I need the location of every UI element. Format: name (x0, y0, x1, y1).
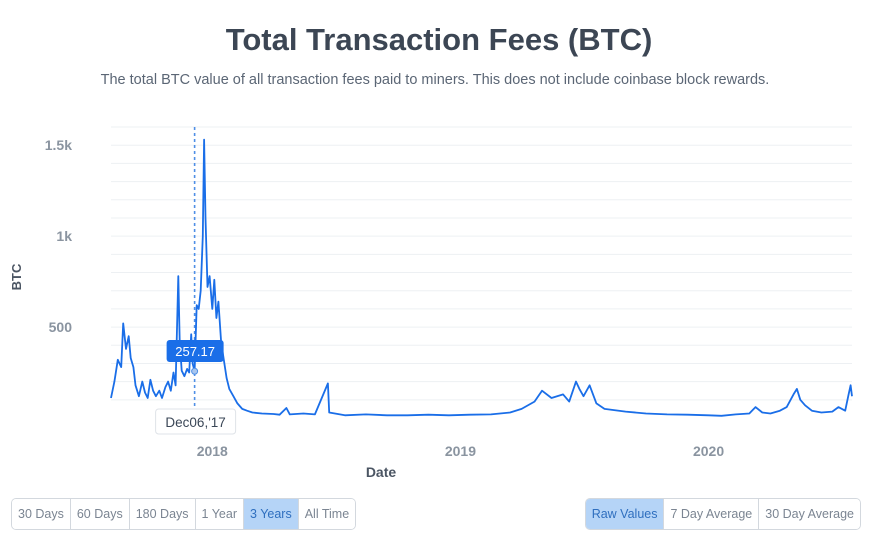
value-mode-selector: Raw Values 7 Day Average 30 Day Average (584, 498, 861, 530)
range-all-time-button[interactable]: All Time (298, 499, 356, 529)
x-axis-title: Date (366, 464, 397, 480)
date-tooltip-label: Dec06,'17 (165, 415, 225, 430)
mode-raw-values-button[interactable]: Raw Values (585, 499, 665, 529)
y-tick-label: 1k (56, 228, 72, 244)
y-tick-label: 1.5k (45, 137, 72, 153)
x-tick-label: 2019 (445, 443, 476, 459)
y-axis-title: BTC (9, 263, 24, 290)
value-tooltip-label: 257.17 (175, 344, 215, 359)
range-3-years-button[interactable]: 3 Years (244, 499, 299, 529)
hover-point (191, 367, 199, 375)
x-tick-label: 2018 (197, 443, 228, 459)
value-tooltip-box (166, 340, 224, 362)
page-title: Total Transaction Fees (BTC) (225, 22, 653, 57)
range-180-days-button[interactable]: 180 Days (129, 499, 196, 529)
x-tick-label: 2020 (693, 443, 724, 459)
date-tooltip-box (155, 408, 237, 435)
series-line (110, 138, 853, 417)
range-1-year-button[interactable]: 1 Year (195, 499, 244, 529)
time-range-selector: 30 Days 60 Days 180 Days 1 Year 3 Years … (11, 498, 357, 530)
y-tick-label: 500 (49, 319, 73, 335)
mode-30-day-average-button[interactable]: 30 Day Average (759, 499, 860, 529)
fees-line-chart[interactable]: 500 1k 1.5k 2018 2019 2020 Date BTC 257.17 Dec06,… (0, 0, 878, 495)
mode-7-day-average-button[interactable]: 7 Day Average (664, 499, 760, 529)
page-subtitle: The total BTC value of all transaction f… (100, 72, 770, 88)
range-60-days-button[interactable]: 60 Days (70, 499, 130, 529)
range-30-days-button[interactable]: 30 Days (12, 499, 71, 529)
